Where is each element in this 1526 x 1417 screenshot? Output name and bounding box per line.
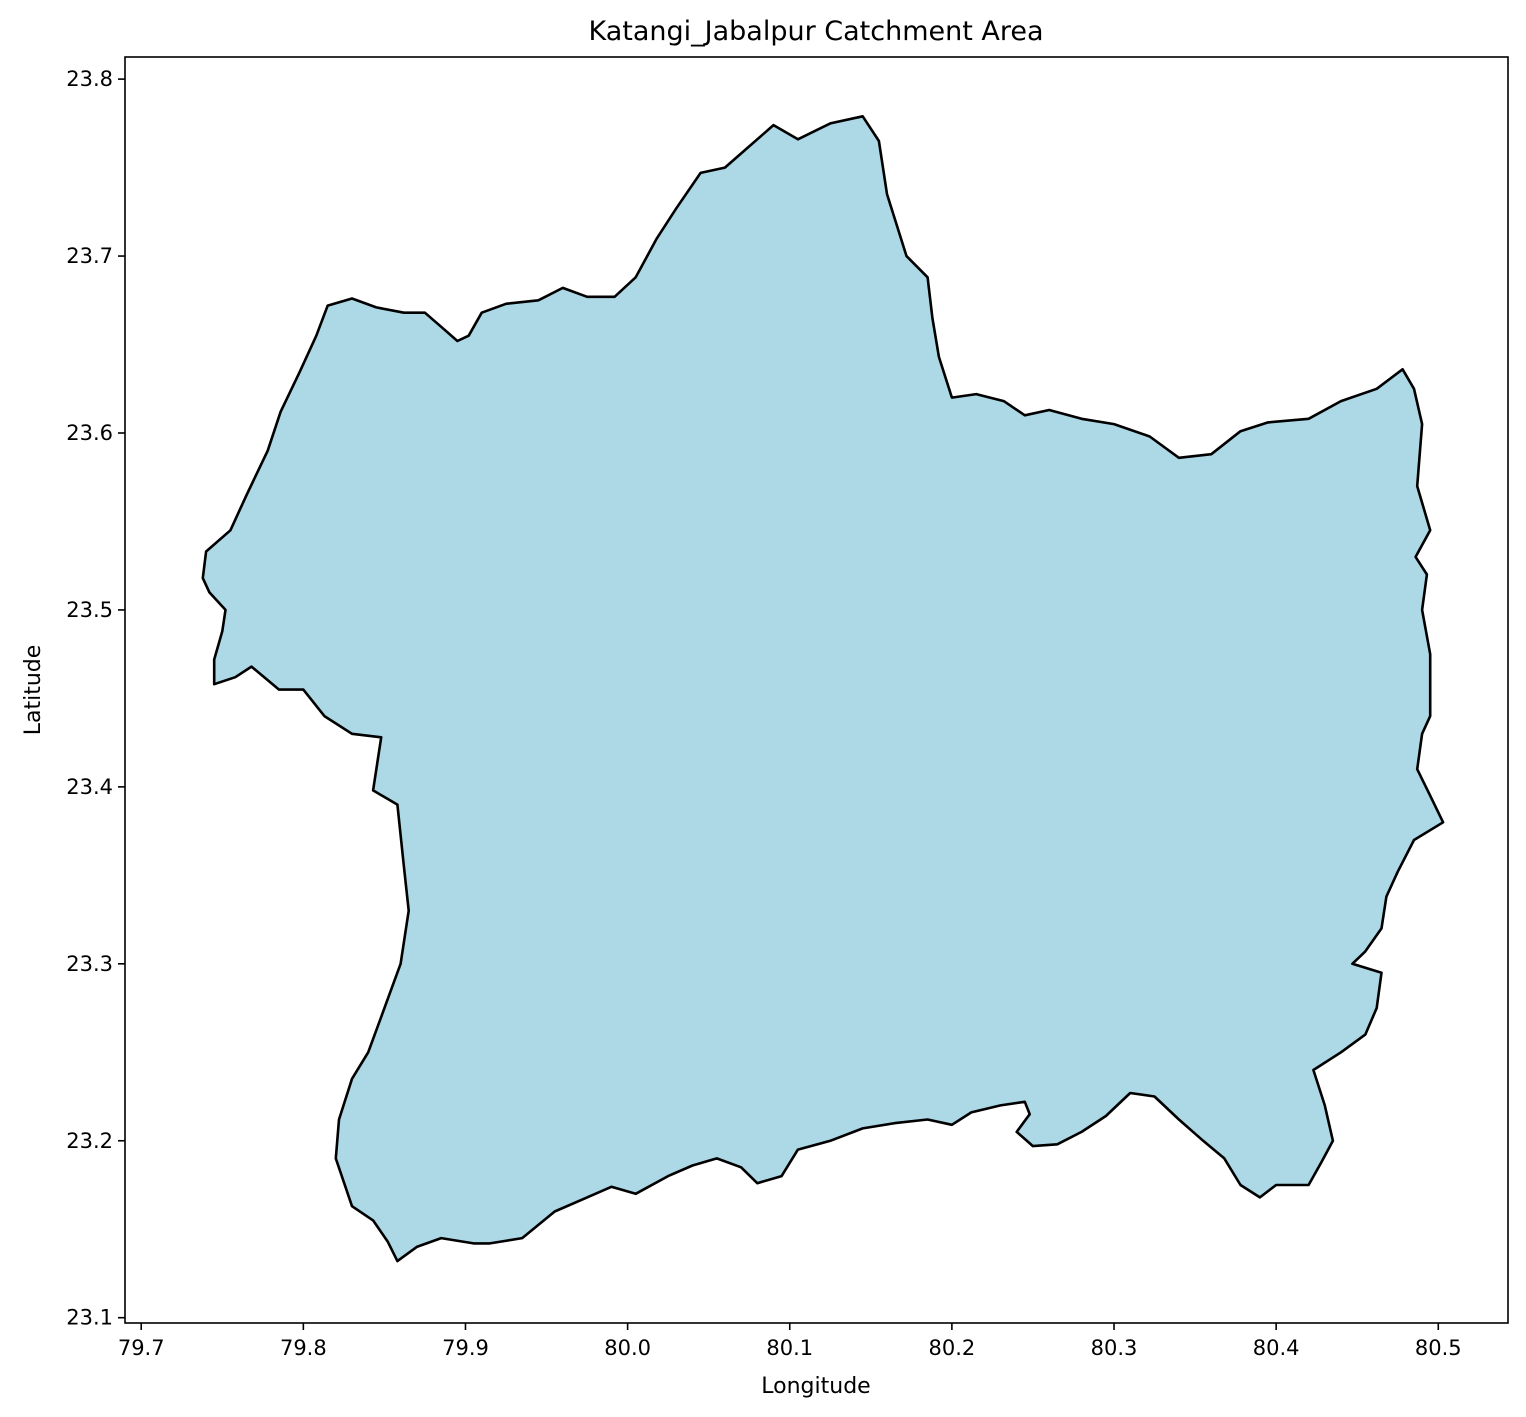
x-tick-label: 79.8 bbox=[280, 1336, 327, 1360]
axes-frame bbox=[124, 56, 1509, 1324]
plot-area bbox=[201, 115, 1445, 1263]
y-tick-label: 23.7 bbox=[66, 244, 113, 268]
y-tick-label: 23.3 bbox=[66, 952, 113, 976]
x-tick-label: 80.5 bbox=[1415, 1336, 1462, 1360]
x-axis-label: Longitude bbox=[761, 1374, 870, 1399]
catchment-boundary bbox=[201, 115, 1445, 1263]
x-tick-label: 80.2 bbox=[928, 1336, 975, 1360]
x-tick-label: 80.3 bbox=[1091, 1336, 1138, 1360]
y-tick-label: 23.4 bbox=[66, 775, 113, 799]
y-tick-label: 23.2 bbox=[66, 1129, 113, 1153]
y-tick-label: 23.5 bbox=[66, 598, 113, 622]
y-tick-label: 23.6 bbox=[66, 421, 113, 445]
x-tick-label: 80.4 bbox=[1253, 1336, 1300, 1360]
y-tick-label: 23.8 bbox=[66, 67, 113, 91]
y-tick-label: 23.1 bbox=[66, 1306, 113, 1330]
x-tick-label: 79.7 bbox=[118, 1336, 165, 1360]
x-axis: 79.7 79.8 79.9 80.0 80.1 80.2 80.3 80.4 80.5 bbox=[118, 1323, 1462, 1360]
y-axis: 23.1 23.2 23.3 23.4 23.5 23.6 23.7 23.8 bbox=[66, 67, 125, 1330]
x-tick-label: 80.0 bbox=[604, 1336, 651, 1360]
y-axis-label: Latitude bbox=[21, 645, 46, 736]
x-tick-label: 79.9 bbox=[442, 1336, 489, 1360]
plot-title: Katangi_Jabalpur Catchment Area bbox=[588, 16, 1043, 47]
x-tick-label: 80.1 bbox=[766, 1336, 813, 1360]
